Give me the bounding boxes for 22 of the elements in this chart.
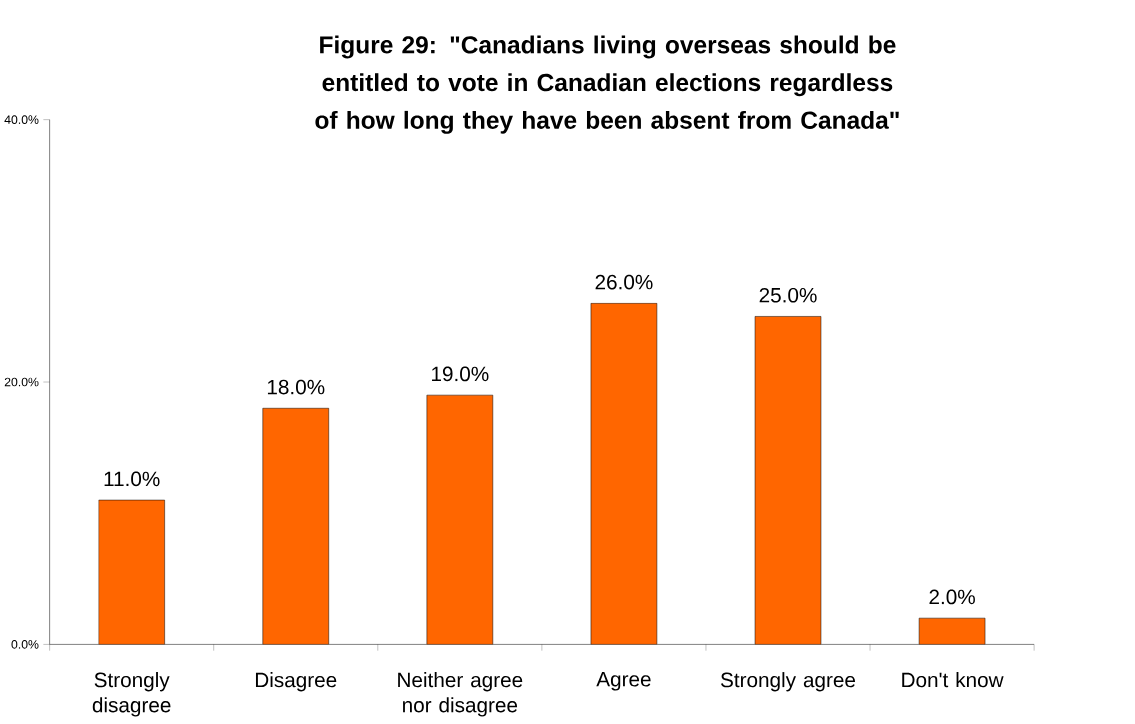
x-tick-label: Strongly agree: [720, 671, 856, 692]
x-tick-label: Agree: [596, 671, 651, 691]
y-tick-label: 40.0%: [4, 115, 39, 124]
data-label: 11.0%: [104, 471, 160, 486]
x-tick-label: Don't know: [902, 671, 1004, 688]
y-tick-label: 0.0%: [11, 639, 39, 649]
data-label: 19.0%: [432, 366, 489, 382]
bar: [262, 407, 329, 645]
chart-title: Figure 29: "Canadians living overseas should be entitled to vote in Canadian elections regardless of how long they have been absent from Canada": [315, 35, 899, 134]
bar: [590, 302, 658, 645]
y-tick-label: 20.0%: [4, 377, 39, 387]
data-label: 25.0%: [759, 287, 817, 303]
data-label: 26.0%: [595, 274, 653, 290]
bar: [754, 315, 822, 645]
x-tick-label: Strongly disagree: [92, 671, 171, 717]
data-label: 2.0%: [929, 589, 975, 605]
x-tick-label: Disagree: [255, 671, 337, 692]
bar: [918, 617, 986, 645]
bar: [426, 394, 494, 645]
x-tick-label: Neither agree nor disagree: [398, 671, 523, 717]
bar: [98, 499, 165, 645]
data-label: 18.0%: [267, 379, 325, 395]
